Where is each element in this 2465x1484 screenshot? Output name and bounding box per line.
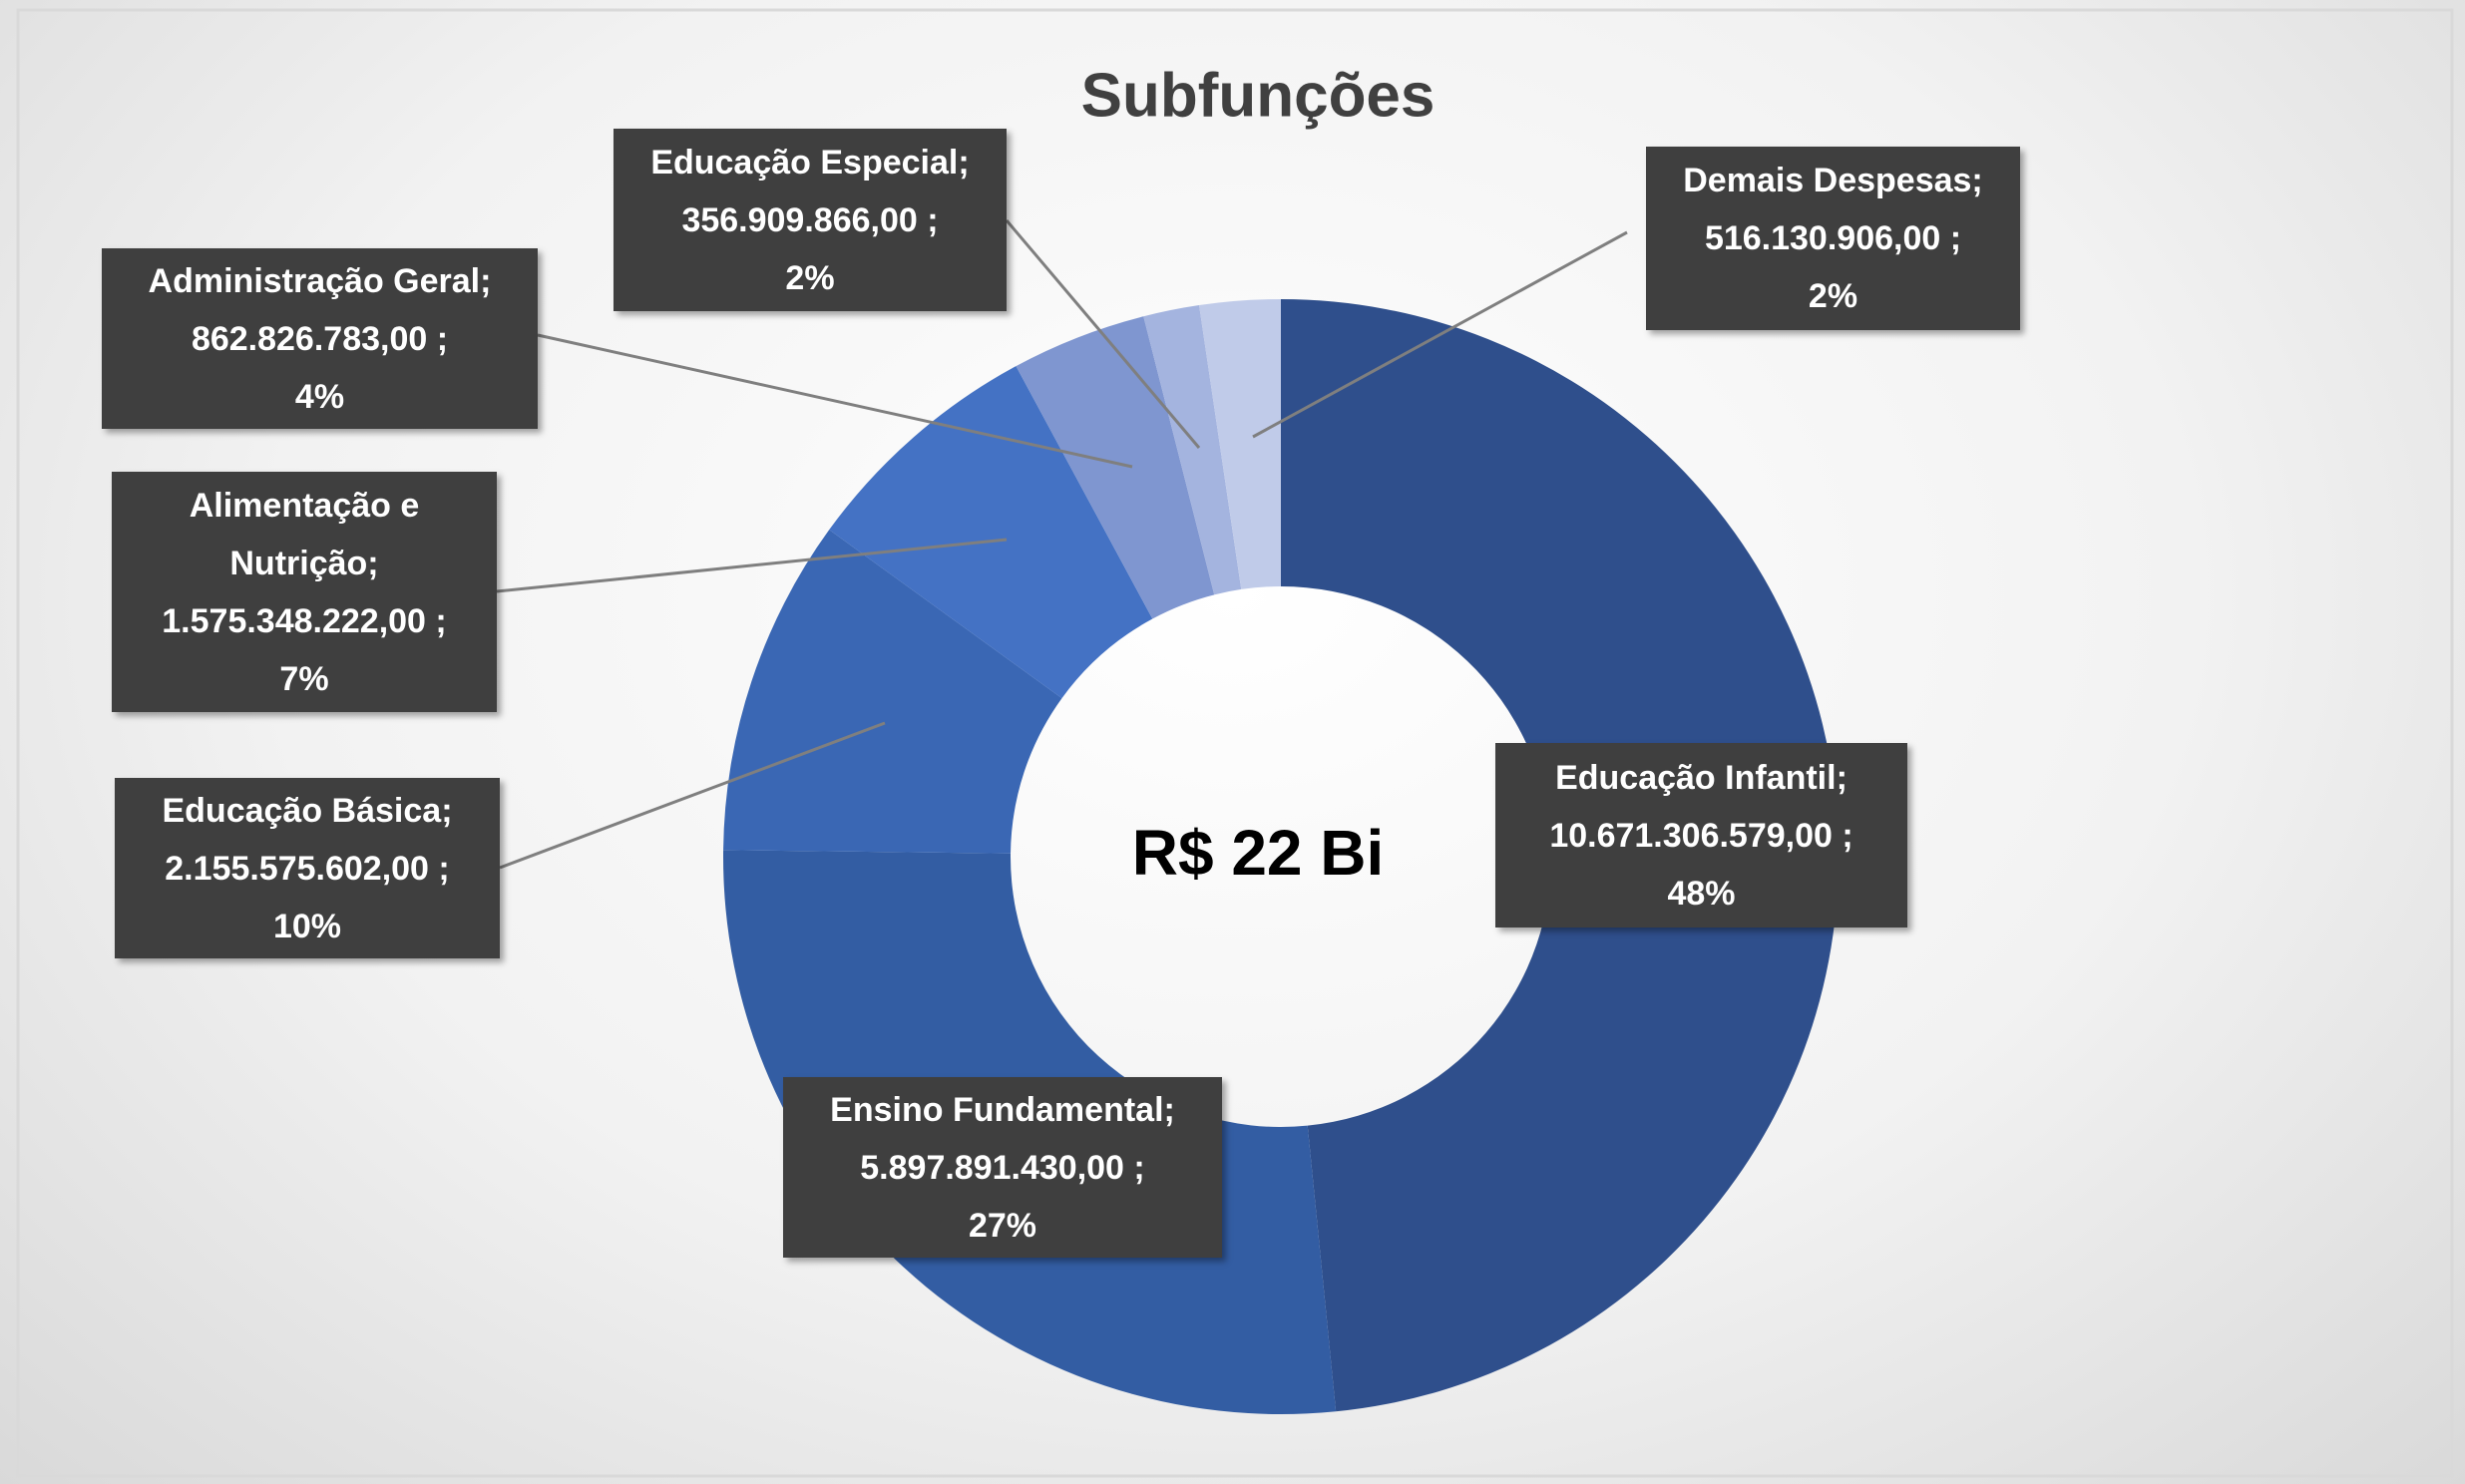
label-value: 862.826.783,00 ; — [191, 319, 449, 358]
data-label: Demais Despesas; 516.130.906,00 ; 2% — [1646, 147, 2020, 330]
label-value: 10.671.306.579,00 ; — [1549, 816, 1853, 855]
label-category: Alimentação e Nutrição; — [189, 486, 420, 582]
label-percent: 27% — [968, 1206, 1037, 1245]
label-category: Ensino Fundamental; — [830, 1090, 1175, 1129]
label-category: Educação Básica; — [162, 791, 453, 830]
label-percent: 48% — [1667, 874, 1736, 913]
label-value: 5.897.891.430,00 ; — [860, 1148, 1145, 1187]
label-value: 2.155.575.602,00 ; — [165, 849, 450, 888]
data-label: Alimentação e Nutrição; 1.575.348.222,00 … — [112, 472, 497, 712]
leader-lines — [496, 219, 1628, 870]
label-percent: 7% — [279, 659, 329, 698]
data-label: Ensino Fundamental; 5.897.891.430,00 ; 27% — [783, 1077, 1222, 1258]
label-value: 356.909.866,00 ; — [681, 200, 939, 239]
label-category: Demais Despesas; — [1683, 162, 1983, 199]
donut-slice — [1143, 305, 1242, 595]
donut-slice — [1199, 299, 1281, 589]
label-value: 516.130.906,00 ; — [1704, 219, 1962, 257]
leader-line — [496, 538, 1008, 593]
data-label: Educação Infantil; 10.671.306.579,00 ; 48% — [1495, 743, 1907, 928]
data-label: Educação Especial; 356.909.866,00 ; 2% — [614, 129, 1007, 311]
label-percent: 10% — [272, 907, 342, 945]
leader-line — [1005, 219, 1201, 449]
label-category: Educação Infantil; — [1555, 758, 1848, 797]
label-value: 1.575.348.222,00 ; — [162, 601, 447, 640]
data-label: Educação Básica; 2.155.575.602,00 ; 10% — [115, 778, 500, 958]
chart-border — [16, 8, 2454, 1478]
label-percent: 2% — [1808, 277, 1858, 315]
label-percent: 2% — [785, 258, 835, 297]
leader-line — [1252, 230, 1628, 439]
chart-title: Subfunções — [1081, 61, 1436, 130]
leader-line — [499, 721, 886, 870]
donut-slice — [829, 366, 1153, 699]
leader-line — [537, 333, 1133, 469]
label-category: Educação Especial; — [650, 143, 970, 182]
donut-slice — [1016, 316, 1215, 619]
donut-slice — [723, 530, 1062, 854]
label-percent: 4% — [294, 377, 345, 416]
label-category: Administração Geral; — [148, 261, 492, 300]
data-label: Administração Geral; 862.826.783,00 ; 4% — [102, 248, 538, 429]
center-label: R$ 22 Bi — [1132, 817, 1385, 889]
